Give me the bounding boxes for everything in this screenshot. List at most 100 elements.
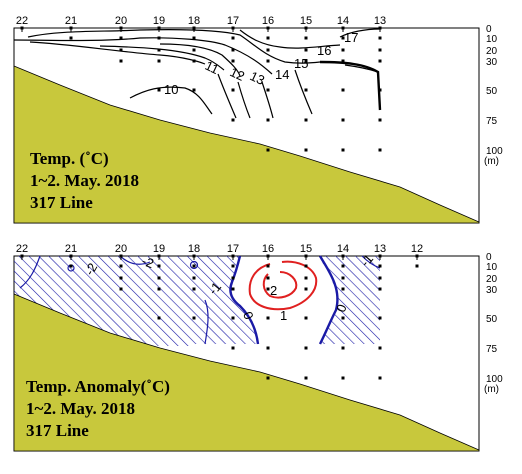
- sample-dot: [69, 36, 73, 40]
- sample-dot: [378, 88, 382, 92]
- station-label: 16: [262, 243, 274, 255]
- sample-dot: [266, 48, 270, 52]
- sample-dot: [378, 254, 382, 258]
- isotherm-16-line: [239, 29, 341, 49]
- sample-dot: [341, 48, 345, 52]
- anomaly-title: Temp. Anomaly(˚C): [26, 377, 170, 396]
- sample-dot: [266, 148, 270, 152]
- sample-dot: [378, 118, 382, 122]
- isotherm-13b-line: [261, 81, 274, 119]
- isotherm-15b-line: [319, 60, 382, 111]
- sample-dot: [341, 36, 345, 40]
- station-label: 17: [227, 243, 239, 255]
- sample-dot: [341, 26, 345, 30]
- temp-clabel: 15: [294, 56, 308, 71]
- sample-dot: [266, 287, 270, 291]
- sample-dot: [378, 26, 382, 30]
- anomaly-clabel: 0: [333, 302, 350, 314]
- station-label: 22: [16, 15, 28, 27]
- sample-dot: [192, 316, 196, 320]
- sample-dot: [341, 118, 345, 122]
- anomaly-clabel: 1: [280, 308, 287, 323]
- sample-dot: [157, 287, 161, 291]
- station-label: 14: [337, 15, 349, 27]
- sample-dot: [266, 88, 270, 92]
- temp-clabel: 13: [248, 68, 267, 88]
- anomaly-minus1-line: [204, 299, 209, 345]
- depth-label: 10: [486, 34, 498, 45]
- sample-dot: [341, 346, 345, 350]
- sample-dot: [119, 26, 123, 30]
- sample-dot: [119, 48, 123, 52]
- station-label: 21: [65, 15, 77, 27]
- sample-dot: [341, 376, 345, 380]
- station-label: 22: [16, 243, 28, 255]
- depth-unit: (m): [484, 156, 499, 167]
- temp-date: 1~2. May. 2018: [30, 171, 139, 190]
- station-label: 21: [65, 243, 77, 255]
- sample-dot: [157, 276, 161, 280]
- anomaly-contours: [19, 255, 381, 345]
- sample-dot: [20, 254, 24, 258]
- sample-dot: [378, 346, 382, 350]
- sample-dot: [192, 59, 196, 63]
- anomaly-plus1-line: [248, 260, 318, 311]
- depth-label: 50: [486, 86, 498, 97]
- sample-dot: [266, 316, 270, 320]
- sample-dot: [304, 48, 308, 52]
- sample-dot: [157, 36, 161, 40]
- sample-dot: [231, 36, 235, 40]
- temp-contour-labels: 10 11 12 13 14 15 16 17: [164, 30, 358, 97]
- sample-dot: [378, 287, 382, 291]
- isotherm-13-line: [159, 43, 241, 77]
- sample-dot: [231, 26, 235, 30]
- sample-dot: [415, 254, 419, 258]
- isotherm-11b-line: [217, 73, 237, 119]
- temp-clabel: 17: [344, 30, 358, 45]
- sample-dot: [378, 148, 382, 152]
- depth-label: 20: [486, 46, 498, 57]
- sample-dot: [378, 36, 382, 40]
- sample-dot: [157, 88, 161, 92]
- depth-label: 0: [486, 252, 492, 263]
- anomaly-minus1-east-line: [361, 255, 381, 269]
- temp-panel: 10 11 12 13 14 15 16 17 22 21 20 19 18 17 16 15…: [13, 15, 503, 224]
- station-label: 13: [374, 15, 386, 27]
- sample-dot: [119, 287, 123, 291]
- depth-unit: (m): [484, 384, 499, 395]
- isotherm-14-line: [13, 37, 273, 75]
- anomaly-date: 1~2. May. 2018: [26, 399, 135, 418]
- sample-dot: [341, 254, 345, 258]
- anomaly-clabel: 0: [240, 310, 257, 322]
- sample-dot: [304, 264, 308, 268]
- sample-dot: [119, 254, 123, 258]
- sample-dot: [231, 118, 235, 122]
- anomaly-line: 317 Line: [26, 421, 89, 440]
- station-label: 18: [188, 243, 200, 255]
- sample-dot: [231, 59, 235, 63]
- sample-dot: [266, 59, 270, 63]
- sample-dot: [266, 276, 270, 280]
- sample-dot: [341, 316, 345, 320]
- sample-dot: [119, 264, 123, 268]
- temp-sample-dots: [20, 26, 382, 152]
- sample-dot: [266, 346, 270, 350]
- temp-station-ticks: 22 21 20 19 18 17 16 15 14 13: [16, 15, 402, 32]
- anomaly-minus2-line: [19, 255, 41, 289]
- isotherm-15-line: [27, 29, 321, 64]
- sample-dot: [157, 59, 161, 63]
- sample-dot: [69, 26, 73, 30]
- temp-clabel: 12: [228, 64, 247, 84]
- depth-label: 100: [486, 146, 503, 157]
- sample-dot: [304, 276, 308, 280]
- sample-dot: [266, 376, 270, 380]
- station-label: 20: [115, 15, 127, 27]
- sample-dot: [341, 287, 345, 291]
- sample-dot: [266, 118, 270, 122]
- station-label: 16: [262, 15, 274, 27]
- anomaly-title-block: Temp. Anomaly(˚C) 1~2. May. 2018 317 Lin…: [26, 376, 170, 442]
- sample-dot: [415, 264, 419, 268]
- sample-dot: [304, 26, 308, 30]
